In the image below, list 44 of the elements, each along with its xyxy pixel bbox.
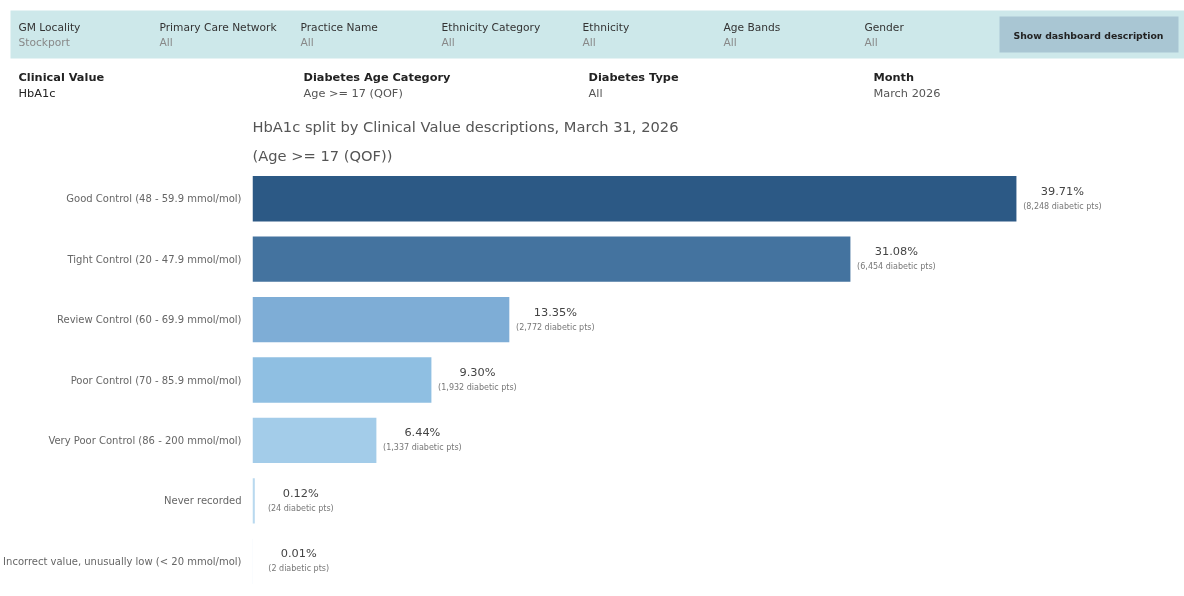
text: All	[159, 36, 173, 49]
text: March 2026	[873, 85, 941, 100]
bar	[252, 296, 510, 343]
text: All	[588, 85, 603, 100]
text: Show dashboard description	[1013, 30, 1164, 41]
y-tick-label: Incorrect value, unusually low (< 20 mmol/mol)	[3, 555, 242, 567]
data-label: 0.01% (2 diabetic pts)	[268, 546, 330, 574]
y-tick-label: Poor Control (70 - 85.9 mmol/mol)	[70, 374, 242, 386]
text: Practice Name	[300, 21, 378, 34]
data-label: 13.35% (2,772 diabetic pts)	[516, 304, 595, 332]
text: Stockport	[18, 36, 70, 49]
text: HbA1c	[18, 85, 56, 100]
data-label: 9.30% (1,932 diabetic pts)	[438, 365, 517, 392]
text: Ethnicity Category	[441, 21, 541, 34]
text: All	[864, 36, 878, 49]
text: Clinical Value	[18, 69, 105, 84]
bar	[252, 357, 432, 403]
text: Primary Care Network	[159, 21, 278, 34]
bar	[252, 176, 1017, 222]
text: All	[300, 36, 314, 49]
text: Diabetes Type	[588, 69, 679, 84]
y-tick-label: Review Control (60 - 69.9 mmol/mol)	[56, 314, 242, 326]
text: Age >= 17 (QOF)	[303, 85, 403, 100]
y-tick-label: Never recorded	[164, 495, 242, 507]
y-tick-label: Good Control (48 - 59.9 mmol/mol)	[66, 193, 242, 205]
text: All	[723, 36, 737, 49]
text: Age Bands	[723, 21, 781, 34]
y-tick-label: Very Poor Control (86 - 200 mmol/mol)	[48, 434, 242, 446]
text: Month	[873, 69, 915, 84]
data-label: 39.71% (8,248 diabetic pts)	[1023, 183, 1102, 211]
text: All	[441, 36, 455, 49]
bar	[252, 236, 851, 282]
data-label: 31.08% (6,454 diabetic pts)	[857, 244, 936, 272]
y-tick-label: Tight Control (20 - 47.9 mmol/mol)	[66, 253, 242, 265]
text: Diabetes Age Category	[303, 69, 452, 84]
data-label: 6.44% (1,337 diabetic pts)	[383, 425, 462, 453]
text: GM Locality	[18, 21, 81, 34]
data-label: 0.12% (24 diabetic pts)	[267, 485, 334, 513]
text: Gender	[864, 21, 905, 34]
bar	[252, 417, 377, 464]
text: All	[582, 36, 596, 49]
chart-title: HbA1c split by Clinical Value descriptions, March 31, 2026	[252, 117, 679, 135]
text: Ethnicity	[582, 21, 630, 34]
chart-subtitle: (Age >= 17 (QOF))	[252, 146, 393, 164]
